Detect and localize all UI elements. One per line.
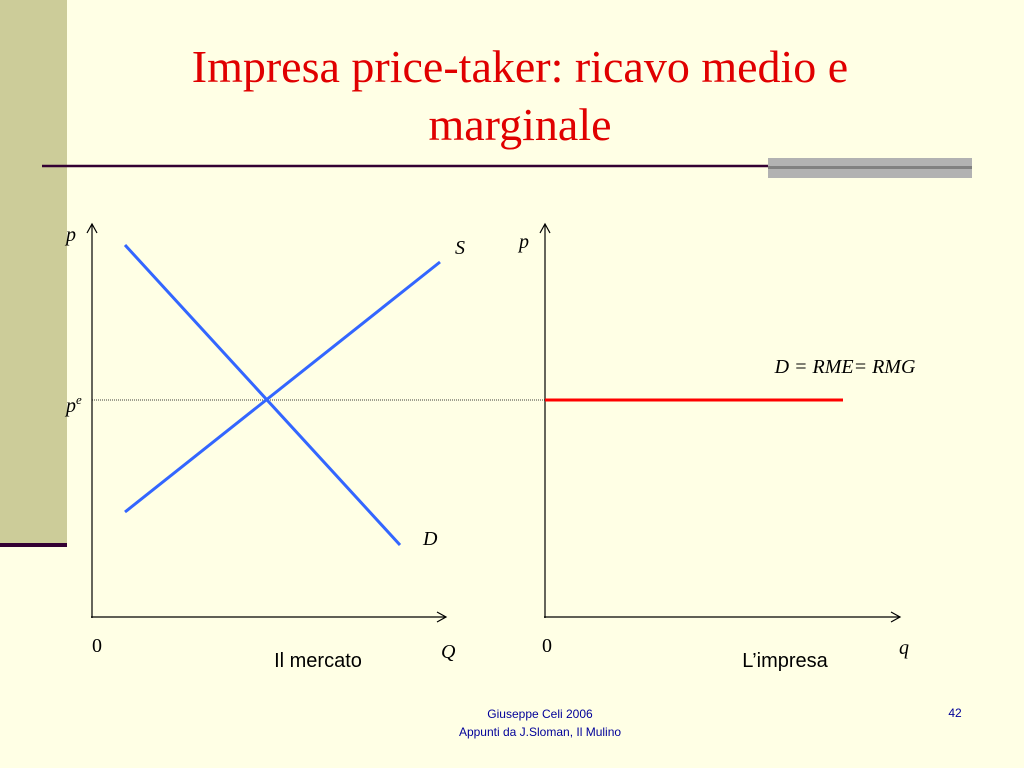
caption: L’impresa — [742, 650, 828, 672]
title-line: Impresa price-taker: ricavo medio e — [192, 41, 848, 92]
side-bar — [0, 0, 67, 545]
origin: 0 — [92, 635, 102, 657]
footer-credit: Appunti da J.Sloman, Il Mulino — [459, 725, 621, 739]
title-line: marginale — [428, 99, 611, 150]
y-label: p — [64, 224, 76, 246]
x-label: q — [899, 637, 909, 659]
x-label: Q — [441, 641, 456, 663]
demand-label: D — [422, 528, 438, 550]
curve-label: D = RME= RMG — [774, 356, 916, 378]
price-sup: e — [76, 392, 82, 407]
demand-curve — [123, 243, 402, 547]
accent-bar-line — [768, 166, 972, 169]
title: Impresa price-taker: ricavo medio e margi… — [192, 41, 848, 150]
price-label: pe — [64, 392, 82, 417]
supply-label: S — [455, 237, 465, 259]
side-bar-rule — [0, 543, 67, 547]
supply-curve — [124, 260, 441, 514]
caption: Il mercato — [274, 650, 362, 672]
origin: 0 — [542, 635, 552, 657]
y-label: p — [517, 231, 529, 253]
page-number: 42 — [948, 706, 962, 720]
price-base: p — [64, 395, 76, 417]
footer-credit: Giuseppe Celi 2006 — [487, 707, 593, 721]
